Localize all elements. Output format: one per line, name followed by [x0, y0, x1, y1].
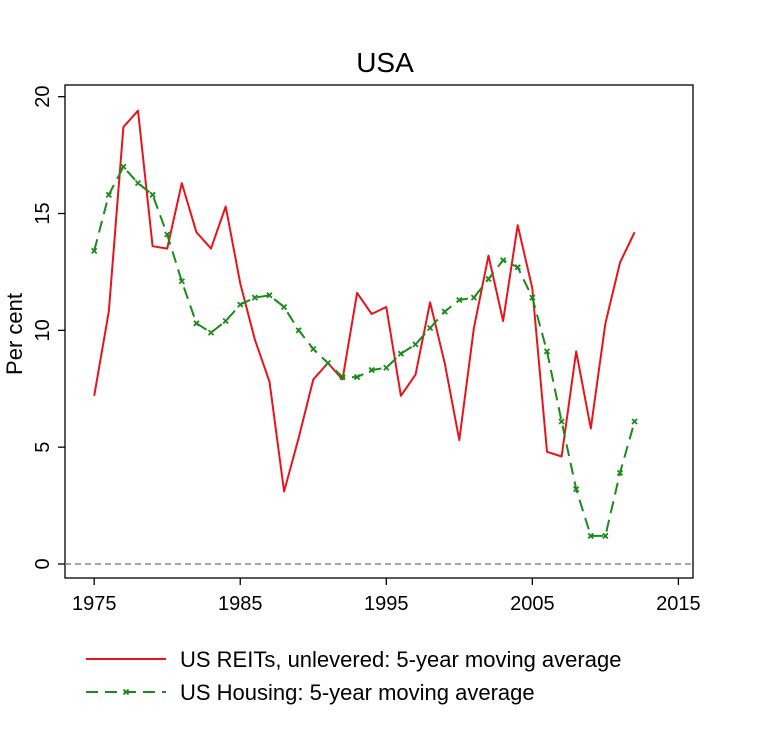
series-1-point: [136, 181, 141, 186]
y-tick-label: 20: [32, 86, 54, 108]
series-1-point: [603, 533, 608, 538]
series-1-point: [150, 192, 155, 197]
y-tick-label: 10: [32, 319, 54, 341]
series-layer: [92, 111, 637, 539]
series-1-point: [252, 295, 257, 300]
series-1-point: [428, 325, 433, 330]
plot-frame: [65, 85, 693, 578]
x-tick-label: 1975: [72, 593, 117, 615]
x-tick-label: 2005: [510, 593, 555, 615]
series-1-point: [486, 276, 491, 281]
series-line-0: [94, 111, 634, 492]
series-1-point: [282, 304, 287, 309]
series-1-point: [413, 342, 418, 347]
y-tick-label: 15: [32, 202, 54, 224]
x-tick-label: 1995: [364, 593, 409, 615]
series-1-point: [311, 347, 316, 352]
series-1-point: [121, 164, 126, 169]
legend: US REITs, unlevered: 5-year moving avera…: [86, 647, 621, 705]
series-1-point: [442, 309, 447, 314]
series-line-1: [94, 167, 634, 536]
series-1-point: [559, 419, 564, 424]
series-1-point: [632, 419, 637, 424]
y-tick-label: 0: [32, 558, 54, 569]
x-tick-label: 2015: [656, 593, 701, 615]
chart-title: USA: [356, 47, 414, 78]
y-axis-label: Per cent: [2, 293, 27, 375]
series-1-point: [384, 365, 389, 370]
series-1-point: [471, 295, 476, 300]
legend-label-reits: US REITs, unlevered: 5-year moving avera…: [180, 647, 621, 672]
x-tick-label: 1985: [218, 593, 263, 615]
y-tick-label: 5: [32, 442, 54, 453]
series-1-point: [325, 361, 330, 366]
legend-label-housing: US Housing: 5-year moving average: [180, 680, 535, 705]
series-1-point: [209, 330, 214, 335]
series-1-point: [223, 318, 228, 323]
